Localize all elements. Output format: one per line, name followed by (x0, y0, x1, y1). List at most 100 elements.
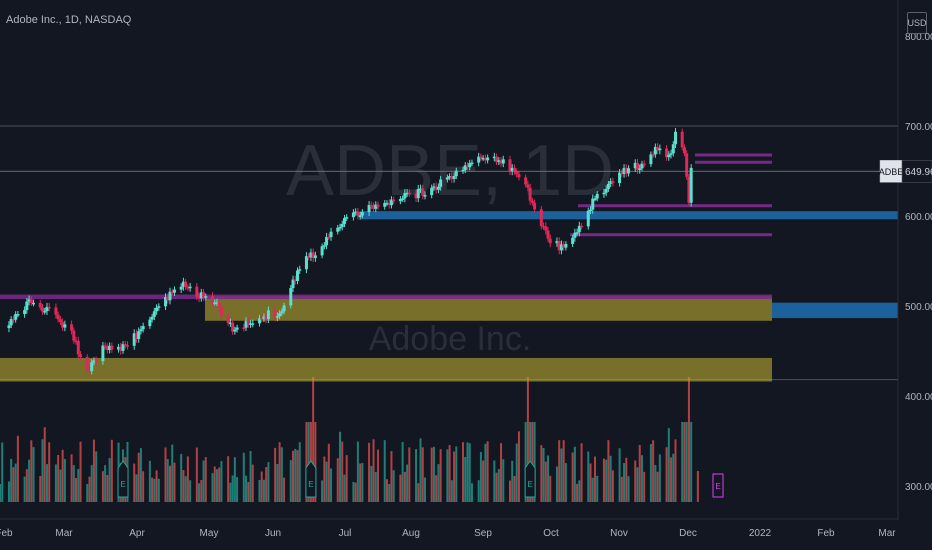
candle-body[interactable] (434, 186, 438, 190)
candle-body[interactable] (593, 198, 597, 201)
candle-body[interactable] (544, 226, 548, 231)
candle-body[interactable] (121, 344, 125, 351)
candle-body[interactable] (622, 167, 626, 174)
candle-body[interactable] (313, 255, 317, 259)
candle-body[interactable] (573, 232, 577, 238)
candle-body[interactable] (195, 286, 199, 297)
candle-body[interactable] (231, 322, 235, 332)
zone-yellow[interactable] (205, 296, 772, 321)
candle-body[interactable] (307, 256, 311, 258)
candle-body[interactable] (403, 193, 407, 199)
candle-body[interactable] (260, 318, 264, 320)
candle-body[interactable] (327, 236, 331, 239)
candle-body[interactable] (87, 370, 91, 372)
candle-body[interactable] (649, 154, 653, 165)
candle-body[interactable] (226, 316, 230, 324)
candle-body[interactable] (501, 159, 505, 164)
candle-body[interactable] (658, 148, 662, 151)
candle-body[interactable] (405, 192, 409, 195)
candle-body[interactable] (152, 311, 156, 317)
candle-body[interactable] (356, 211, 360, 216)
candle-body[interactable] (555, 241, 559, 244)
candle-body[interactable] (606, 183, 610, 189)
candle-body[interactable] (463, 165, 467, 170)
candle-body[interactable] (110, 345, 114, 350)
candle-body[interactable] (374, 204, 378, 209)
candle-body[interactable] (134, 333, 138, 340)
candle-body[interactable] (392, 199, 396, 202)
candle-body[interactable] (546, 230, 550, 239)
candle-body[interactable] (358, 215, 362, 218)
candle-body[interactable] (539, 209, 543, 227)
candle-body[interactable] (309, 252, 313, 258)
candle-body[interactable] (548, 238, 552, 244)
candle-body[interactable] (197, 296, 201, 299)
candle-body[interactable] (432, 186, 436, 188)
candle-body[interactable] (103, 345, 107, 347)
purple-level-line[interactable] (695, 153, 772, 157)
candle-body[interactable] (14, 314, 18, 320)
candle-body[interactable] (157, 306, 161, 308)
zone-blue[interactable] (772, 302, 898, 319)
candle-body[interactable] (148, 319, 152, 327)
candle-body[interactable] (210, 296, 214, 303)
candle-body[interactable] (125, 345, 129, 347)
candle-body[interactable] (682, 147, 686, 154)
candle-body[interactable] (273, 310, 277, 318)
candle-body[interactable] (602, 192, 606, 195)
purple-level-line[interactable] (570, 233, 772, 237)
candle-body[interactable] (423, 195, 427, 197)
candle-body[interactable] (656, 146, 660, 151)
candle-body[interactable] (322, 245, 326, 247)
candle-body[interactable] (325, 236, 329, 246)
candle-body[interactable] (202, 292, 206, 298)
candle-body[interactable] (367, 204, 371, 213)
candle-body[interactable] (264, 316, 268, 320)
candle-body[interactable] (54, 307, 58, 315)
candle-body[interactable] (398, 198, 402, 202)
candle-body[interactable] (40, 307, 44, 312)
candle-body[interactable] (164, 297, 168, 307)
candle-body[interactable] (421, 188, 425, 196)
candle-body[interactable] (63, 324, 67, 328)
candle-body[interactable] (430, 187, 434, 196)
candle-body[interactable] (23, 310, 27, 315)
candle-body[interactable] (589, 209, 593, 212)
candle-body[interactable] (262, 316, 266, 319)
candle-body[interactable] (376, 204, 380, 207)
candle-body[interactable] (351, 212, 355, 218)
candle-body[interactable] (528, 187, 532, 201)
candle-body[interactable] (70, 324, 74, 331)
currency-button[interactable]: USD (907, 12, 927, 34)
candle-body[interactable] (235, 327, 239, 330)
candle-body[interactable] (345, 217, 349, 219)
candle-body[interactable] (515, 171, 519, 175)
candle-body[interactable] (508, 159, 512, 172)
candle-body[interactable] (633, 162, 637, 169)
earnings-marker[interactable] (524, 460, 536, 498)
candle-body[interactable] (72, 330, 76, 341)
candle-body[interactable] (291, 279, 295, 289)
candle-body[interactable] (620, 172, 624, 175)
candle-body[interactable] (559, 244, 563, 251)
candle-body[interactable] (517, 174, 521, 178)
candle-body[interactable] (372, 205, 376, 209)
candle-body[interactable] (680, 131, 684, 148)
candle-body[interactable] (311, 252, 315, 259)
candle-body[interactable] (342, 218, 346, 224)
candle-body[interactable] (92, 360, 96, 363)
candle-body[interactable] (671, 144, 675, 154)
candle-body[interactable] (665, 148, 669, 158)
candle-body[interactable] (642, 163, 646, 166)
candle-body[interactable] (280, 311, 284, 314)
candle-body[interactable] (170, 291, 174, 294)
candle-body[interactable] (389, 199, 393, 206)
candle-body[interactable] (27, 299, 31, 302)
candle-body[interactable] (530, 200, 534, 203)
candle-body[interactable] (282, 305, 286, 312)
candle-body[interactable] (204, 296, 208, 298)
candle-body[interactable] (571, 237, 575, 244)
candle-body[interactable] (293, 279, 297, 282)
candle-body[interactable] (354, 211, 358, 214)
